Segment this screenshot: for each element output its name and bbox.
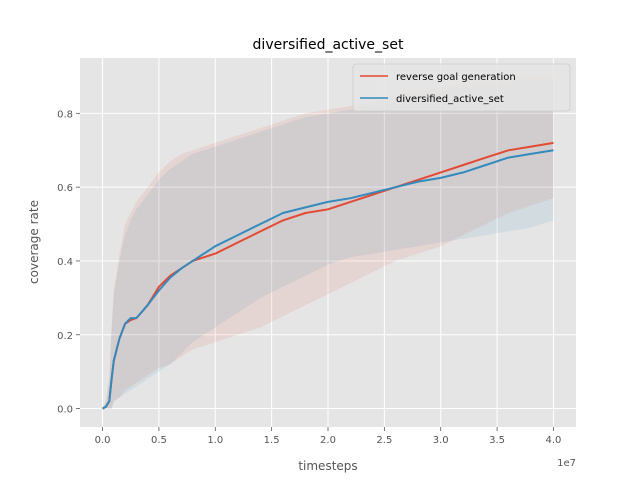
y-tick-label: 0.0 bbox=[57, 405, 73, 416]
x-tick-label: 4.0 bbox=[546, 435, 562, 446]
chart-title: diversified_active_set bbox=[253, 37, 404, 53]
legend-label-diversified-active-set: diversified_active_set bbox=[396, 94, 504, 105]
x-tick-label: 1.0 bbox=[207, 435, 223, 446]
legend: reverse goal generation diversified_acti… bbox=[352, 63, 571, 112]
y-tick-label: 0.2 bbox=[57, 331, 73, 342]
y-tick-label: 0.8 bbox=[57, 109, 73, 120]
x-tick-label: 3.5 bbox=[489, 435, 505, 446]
x-tick-label: 2.5 bbox=[376, 435, 392, 446]
legend-label-reverse-goal-generation: reverse goal generation bbox=[396, 72, 516, 83]
y-axis-label: coverage rate bbox=[27, 200, 41, 284]
x-tick-label: 2.0 bbox=[320, 435, 336, 446]
confidence-bands bbox=[102, 76, 554, 409]
x-tick-label: 0.0 bbox=[95, 435, 111, 446]
x-tick-label: 0.5 bbox=[151, 435, 167, 446]
series-lines bbox=[102, 141, 554, 410]
y-tick-label: 0.4 bbox=[57, 257, 73, 268]
band-diversified-active-set bbox=[102, 80, 554, 409]
y-tick-label: 0.6 bbox=[57, 183, 73, 194]
x-axis-offset-label: 1e7 bbox=[557, 458, 576, 469]
band-reverse-goal-generation bbox=[102, 76, 554, 409]
legend-box bbox=[352, 63, 571, 112]
x-axis-ticks: 0.0 0.5 1.0 1.5 2.0 2.5 3.0 3.5 4.0 bbox=[95, 427, 562, 446]
y-axis-ticks: 0.0 0.2 0.4 0.6 0.8 bbox=[57, 109, 80, 416]
grid bbox=[80, 58, 576, 427]
x-tick-label: 3.0 bbox=[433, 435, 449, 446]
line-diversified-active-set bbox=[102, 149, 554, 410]
x-axis-label: timesteps bbox=[298, 459, 357, 473]
x-tick-label: 1.5 bbox=[264, 435, 280, 446]
